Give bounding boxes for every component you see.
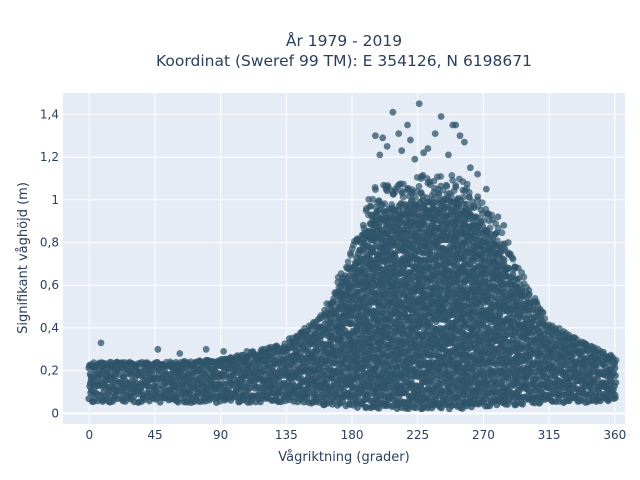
data-point [612, 356, 620, 364]
data-point [488, 211, 495, 219]
x-tick-label: 0 [85, 428, 93, 442]
data-point [369, 195, 377, 203]
data-point [412, 194, 419, 201]
data-points [85, 100, 620, 413]
data-point [500, 256, 508, 264]
data-point [494, 213, 502, 221]
data-point [437, 173, 445, 180]
data-point [478, 199, 486, 207]
data-point [498, 229, 506, 237]
x-tick-label: 180 [341, 428, 364, 442]
data-point [400, 180, 407, 188]
data-point [541, 315, 549, 323]
data-point [474, 170, 481, 178]
data-point [339, 369, 347, 377]
data-point [137, 387, 145, 394]
data-point [463, 180, 471, 188]
x-tick-label: 45 [147, 428, 162, 442]
data-point [285, 335, 293, 342]
data-point [379, 134, 387, 142]
data-point [372, 186, 379, 194]
data-point [456, 132, 464, 140]
x-tick-label: 135 [275, 428, 298, 442]
data-point [482, 185, 490, 193]
y-tick-label: 0,4 [40, 321, 59, 335]
data-point [525, 286, 533, 294]
data-point [415, 100, 423, 108]
data-point [388, 201, 396, 208]
y-tick-label: 1,4 [40, 107, 59, 121]
data-point [243, 348, 251, 355]
data-point [399, 193, 407, 201]
data-point [367, 202, 375, 210]
data-point [347, 249, 354, 257]
y-axis-title: Signifikant våghöjd (m) [16, 182, 31, 334]
y-tick-label: 0 [51, 406, 59, 420]
x-tick-label: 360 [603, 428, 626, 442]
data-point [398, 147, 406, 155]
data-point [431, 130, 439, 138]
data-point [411, 155, 419, 163]
data-point [452, 181, 460, 189]
x-tick-label: 225 [406, 428, 429, 442]
data-point [509, 255, 517, 263]
data-point [461, 138, 468, 146]
data-point [372, 132, 379, 140]
data-point [293, 335, 300, 342]
x-tick-labels: 0 45 90 135 180 225 270 315 360 [85, 428, 626, 442]
data-point [389, 108, 397, 116]
data-point [424, 145, 432, 152]
data-point [539, 309, 547, 317]
data-point [520, 273, 528, 281]
y-tick-label: 1,2 [40, 150, 59, 164]
data-point [504, 239, 512, 246]
data-point [381, 200, 388, 208]
x-tick-label: 270 [472, 428, 495, 442]
data-point [500, 222, 508, 229]
data-point [452, 121, 460, 129]
data-point [445, 151, 452, 159]
data-point [611, 391, 619, 399]
y-tick-label: 0,2 [40, 364, 59, 378]
data-point [612, 379, 620, 386]
data-point [415, 183, 423, 190]
chart-subtitle: Koordinat (Sweref 99 TM): E 354126, N 61… [156, 52, 532, 70]
data-point [612, 372, 619, 379]
data-point [307, 326, 315, 333]
x-axis-title: Vågriktning (grader) [278, 450, 409, 465]
data-point [220, 348, 228, 355]
x-tick-label: 315 [538, 428, 561, 442]
data-point [404, 121, 411, 129]
data-point [407, 136, 414, 144]
data-point [154, 345, 162, 353]
data-point [443, 182, 451, 190]
data-point [383, 143, 391, 150]
data-point [395, 130, 403, 138]
y-tick-label: 0,8 [40, 235, 59, 249]
data-point [176, 350, 184, 357]
x-tick-label: 90 [213, 428, 228, 442]
data-point [448, 172, 456, 179]
data-point [466, 164, 474, 172]
y-tick-label: 1 [51, 193, 59, 207]
data-point [486, 224, 494, 232]
y-tick-labels: 0 0,2 0,4 0,6 0,8 1 1,2 1,4 [40, 107, 59, 420]
data-point [202, 345, 210, 353]
data-point [437, 113, 445, 120]
data-point [376, 151, 384, 159]
data-point [344, 258, 352, 266]
y-tick-label: 0,6 [40, 278, 59, 292]
chart-title: År 1979 - 2019 [286, 31, 402, 50]
data-point [97, 339, 105, 347]
